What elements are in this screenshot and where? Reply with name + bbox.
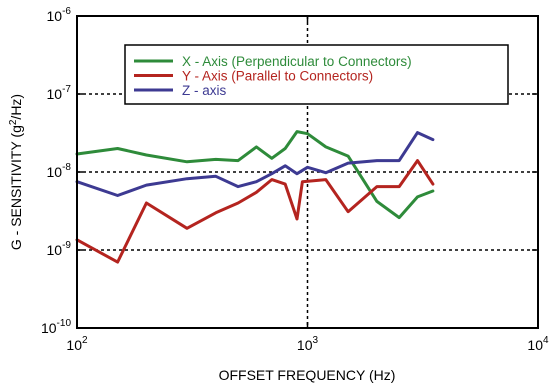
legend-label: Z - axis <box>182 83 227 98</box>
x-axis-label: OFFSET FREQUENCY (Hz) <box>219 367 396 383</box>
y-tick-label: 10-7 <box>47 84 72 102</box>
x-tick-label: 102 <box>66 335 88 353</box>
legend-box <box>124 44 509 105</box>
y-axis-label-post: /Hz) <box>8 94 24 120</box>
y-axis-label: G - SENSITIVITY (g2/Hz) <box>8 94 25 250</box>
y-tick-label: 10-10 <box>41 318 71 336</box>
y-axis-label-sup: 2 <box>8 119 19 125</box>
legend: X - Axis (Perpendicular to Connectors)Y … <box>124 44 509 105</box>
y-axis-label-pre: G - SENSITIVITY (g <box>8 125 24 250</box>
x-tick-label: 104 <box>527 335 549 353</box>
legend-label: X - Axis (Perpendicular to Connectors) <box>182 54 412 69</box>
y-tick-label: 10-8 <box>47 162 72 180</box>
series-line-2 <box>75 159 435 264</box>
axis-ticks: 102 103 104 10-10 10-9 10-8 10-7 10-6 <box>41 6 549 353</box>
y-tick-label: 10-6 <box>47 6 72 24</box>
x-tick-label: 103 <box>297 335 319 353</box>
series-line-1 <box>75 130 435 220</box>
series-line-3 <box>75 131 435 197</box>
y-tick-label: 10-9 <box>47 240 72 258</box>
series-layer <box>75 130 435 264</box>
legend-label: Y - Axis (Parallel to Connectors) <box>182 69 373 84</box>
